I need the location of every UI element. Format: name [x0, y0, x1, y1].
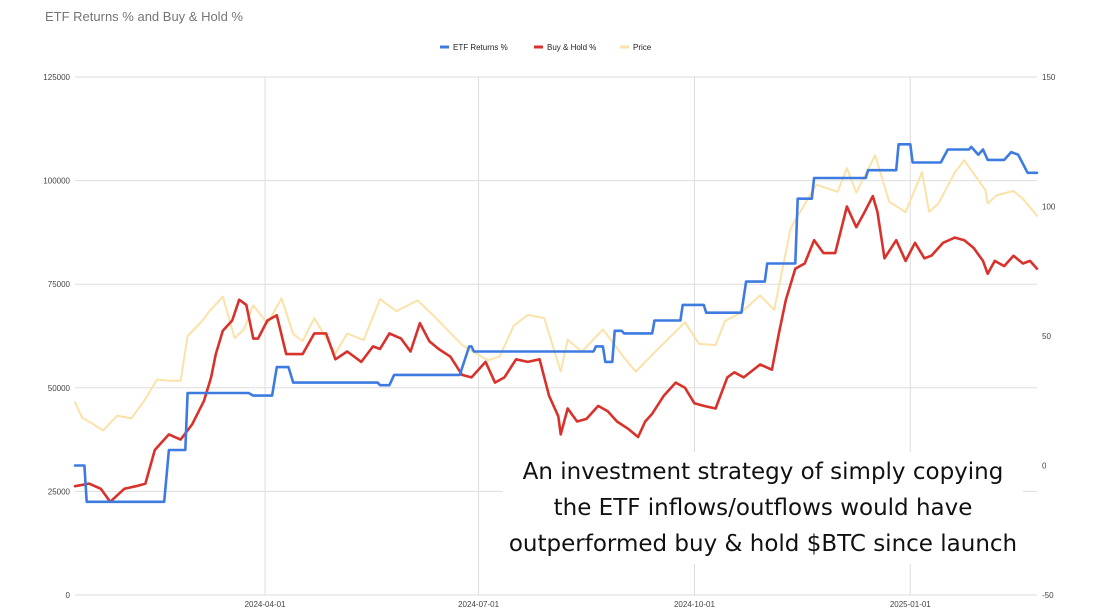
annotation-line: An investment strategy of simply copying — [522, 459, 1004, 485]
series-layer — [73, 143, 1039, 504]
series-line-price — [74, 154, 1038, 432]
y-left-tick-label: 0 — [66, 591, 71, 600]
annotation-text: An investment strategy of simply copying… — [503, 452, 1023, 564]
x-axis: 2024-04-01 2024-07-01 2024-10-01 2025-01-01 — [245, 600, 932, 609]
y-right-tick-label: -50 — [1042, 591, 1054, 600]
x-tick-label: 2025-01-01 — [890, 600, 931, 609]
y-left-tick-label: 25000 — [48, 487, 71, 496]
y-axis-right: -50 0 50 100 150 — [1042, 73, 1056, 600]
y-right-tick-label: 50 — [1042, 332, 1051, 341]
legend-label-etf-returns: ETF Returns % — [453, 43, 508, 52]
annotation-line: the ETF inflows/outflows would have — [553, 495, 973, 521]
y-right-tick-label: 150 — [1042, 73, 1056, 82]
series-line-etf-returns — [73, 143, 1039, 504]
chart-title: ETF Returns % and Buy & Hold % — [45, 9, 243, 24]
series-line-buy-hold — [73, 194, 1039, 504]
y-left-tick-label: 125000 — [43, 73, 70, 82]
x-tick-label: 2024-04-01 — [245, 600, 286, 609]
legend: ETF Returns % Buy & Hold % Price — [440, 43, 652, 52]
legend-label-buy-hold: Buy & Hold % — [547, 43, 596, 52]
y-right-tick-label: 0 — [1042, 462, 1047, 471]
x-tick-label: 2024-07-01 — [458, 600, 499, 609]
y-left-tick-label: 100000 — [43, 177, 70, 186]
y-left-tick-label: 75000 — [48, 280, 71, 289]
y-right-tick-label: 100 — [1042, 203, 1056, 212]
grid — [75, 76, 1037, 596]
x-tick-label: 2024-10-01 — [674, 600, 715, 609]
y-left-tick-label: 50000 — [48, 384, 71, 393]
annotation-line: outperformed buy & hold $BTC since launc… — [508, 531, 1018, 557]
legend-label-price: Price — [633, 43, 652, 52]
y-axis-left: 0 25000 50000 75000 100000 125000 — [43, 73, 70, 600]
